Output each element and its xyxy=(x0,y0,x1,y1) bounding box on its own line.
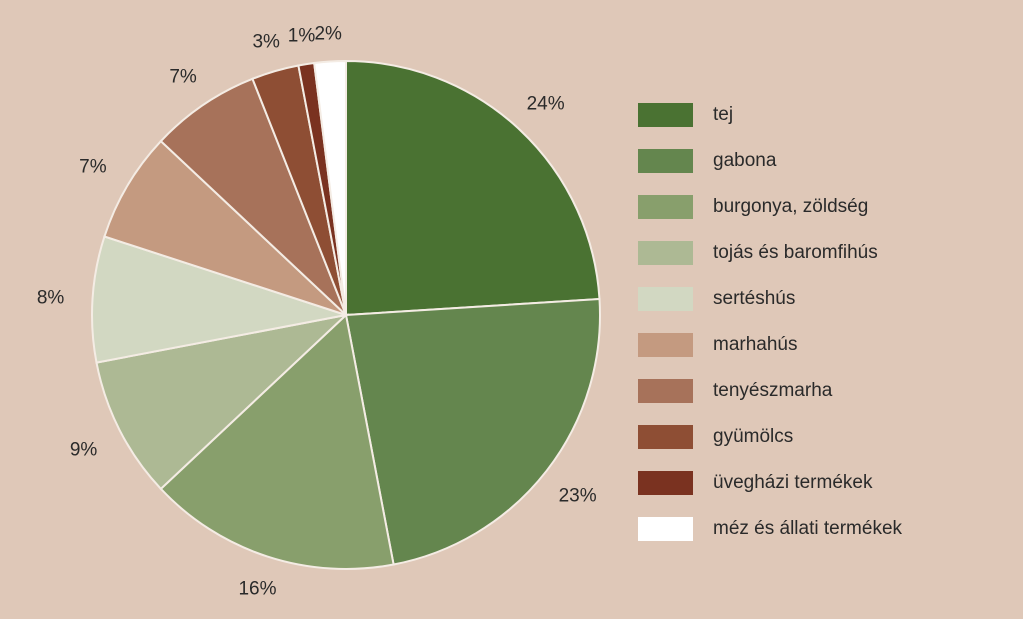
legend-item-6: tenyészmarha xyxy=(638,368,902,414)
pie-slice-5 xyxy=(103,139,347,316)
slice-label-9: 2% xyxy=(314,24,342,45)
legend-label: tenyészmarha xyxy=(713,380,833,401)
pie-slice-2 xyxy=(159,313,395,570)
slice-label-1: 23% xyxy=(559,486,597,507)
slice-label-7: 3% xyxy=(252,31,280,52)
legend-label: tej xyxy=(713,104,734,125)
slice-label-2: 16% xyxy=(238,578,276,599)
legend-item-8: üvegházi termékek xyxy=(638,460,902,506)
legend-item-7: gyümölcs xyxy=(638,414,902,460)
legend-swatch xyxy=(638,425,693,449)
legend-swatch xyxy=(638,149,693,173)
legend-item-2: burgonya, zöldség xyxy=(638,184,902,230)
legend-label: gyümölcs xyxy=(713,426,794,447)
legend-label: gabona xyxy=(713,150,777,171)
pie-slice-3 xyxy=(95,313,350,491)
legend-label: sertéshús xyxy=(713,288,796,309)
legend-swatch xyxy=(638,287,693,311)
legend-label: marhahús xyxy=(713,334,798,355)
pie-slice-4 xyxy=(91,235,347,364)
legend-label: tojás és baromfihús xyxy=(713,242,878,263)
legend-item-3: tojás és baromfihús xyxy=(638,230,902,276)
slice-label-3: 9% xyxy=(70,440,98,461)
slice-label-8: 1% xyxy=(288,25,316,46)
legend-swatch xyxy=(638,241,693,265)
legend-item-5: marhahús xyxy=(638,322,902,368)
slice-label-5: 7% xyxy=(79,156,107,177)
legend-item-9: méz és állati termékek xyxy=(638,506,902,552)
slice-label-4: 8% xyxy=(37,287,65,308)
legend-swatch xyxy=(638,103,693,127)
pie-slice-1 xyxy=(344,297,601,566)
legend-label: méz és állati termékek xyxy=(713,518,903,539)
legend-swatch xyxy=(638,195,693,219)
legend-item-1: gabona xyxy=(638,138,902,184)
legend-swatch xyxy=(638,517,693,541)
legend-item-0: tej xyxy=(638,92,902,138)
slice-label-6: 7% xyxy=(169,66,197,87)
legend-label: burgonya, zöldség xyxy=(713,196,869,217)
pie-slice-6 xyxy=(159,77,347,316)
slice-label-0: 24% xyxy=(527,93,565,114)
pie-slice-0 xyxy=(345,59,601,317)
legend-label: üvegházi termékek xyxy=(713,472,873,493)
pie-slice-9 xyxy=(313,59,347,316)
legend-swatch xyxy=(638,333,693,357)
legend-item-4: sertéshús xyxy=(638,276,902,322)
legend-swatch xyxy=(638,379,693,403)
legend-swatch xyxy=(638,471,693,495)
legend: tej gabona burgonya, zöldség tojás és barom… xyxy=(638,92,902,552)
